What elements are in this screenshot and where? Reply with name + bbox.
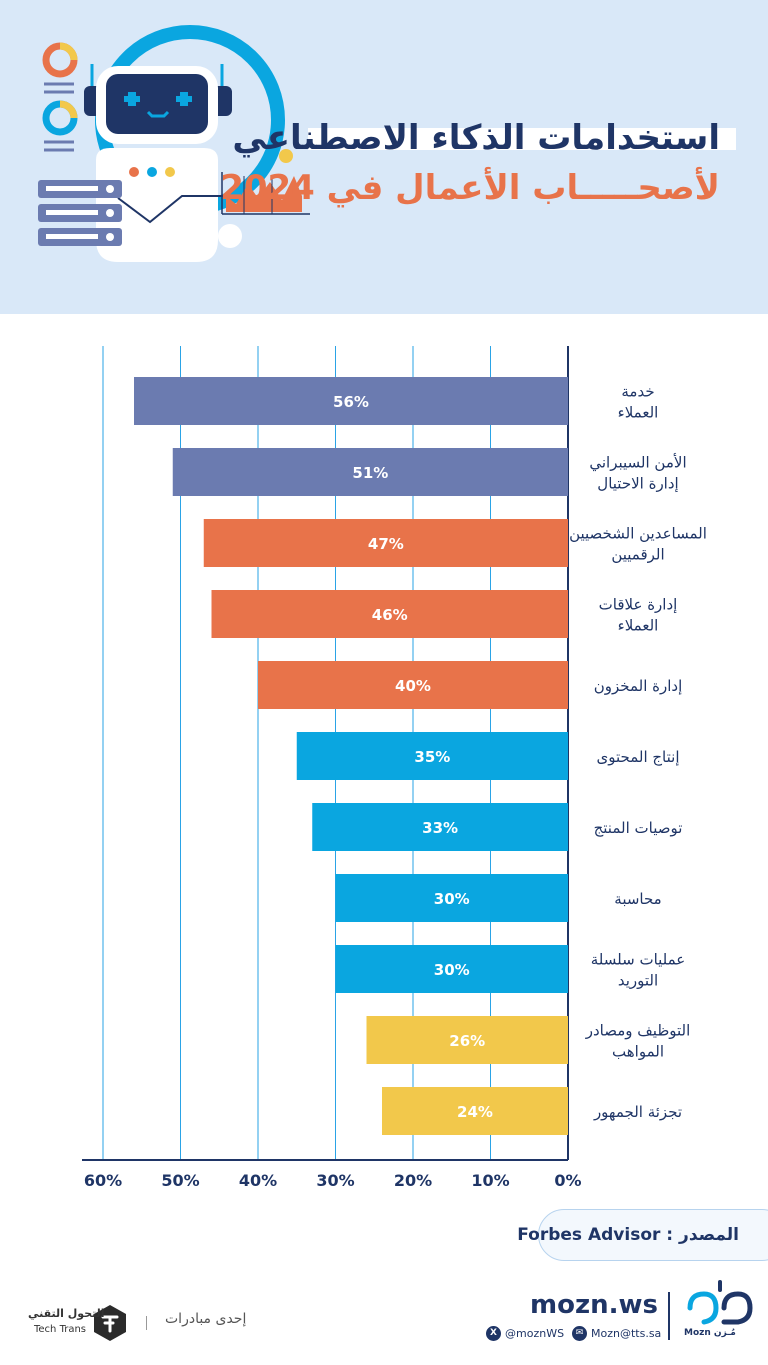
category-label: إدارة الاحتيال <box>597 475 678 493</box>
bar <box>258 661 568 709</box>
x-tick-label: 30% <box>316 1171 354 1190</box>
twitter-text: @moznWS <box>505 1327 565 1340</box>
bar-value-label: 30% <box>434 890 470 908</box>
category-label: التوريد <box>618 972 658 990</box>
x-tick-label: 50% <box>161 1171 199 1190</box>
category-label: توصيات المنتج <box>594 819 683 837</box>
page-subtitle: لأصحـــــاب الأعمال في 2024 <box>220 168 720 208</box>
bar-value-label: 47% <box>368 535 404 553</box>
twitter-contact[interactable]: X @moznWS <box>486 1326 564 1341</box>
bar-value-label: 35% <box>414 748 450 766</box>
category-label: إدارة المخزون <box>594 677 683 695</box>
divider <box>668 1292 670 1340</box>
source-box: المصدر : Forbes Advisor <box>517 1209 768 1261</box>
bar <box>211 590 568 638</box>
partner-label: إحدى مبادرات <box>165 1311 247 1327</box>
bar-value-label: 30% <box>434 961 470 979</box>
category-label: تجزئة الجمهور <box>593 1103 682 1121</box>
bar-value-label: 26% <box>449 1032 485 1050</box>
category-label: المساعدين الشخصيين <box>569 525 707 543</box>
x-tick-label: 60% <box>84 1171 122 1190</box>
robot-body <box>96 148 218 262</box>
mozn-logo-icon <box>687 1280 753 1325</box>
category-label: العملاء <box>618 617 659 635</box>
email-text: Mozn@tts.sa <box>591 1327 662 1340</box>
header-banner: استخدامات الذكاء الاصطناعي لأصحـــــاب ا… <box>0 0 768 314</box>
tech-trans-logo-icon <box>94 1305 126 1341</box>
partner-name-ar: التحول التقني <box>28 1307 105 1320</box>
bar-value-label: 40% <box>395 677 431 695</box>
bar <box>312 803 568 851</box>
bar-value-label: 46% <box>372 606 408 624</box>
title-highlight <box>308 128 736 150</box>
category-label: إدارة علاقات <box>599 596 678 614</box>
bar <box>366 1016 568 1064</box>
category-label: عمليات سلسلة <box>591 951 686 969</box>
partner-name-en: Tech Trans <box>34 1324 87 1335</box>
bar <box>203 519 568 567</box>
email-contact[interactable]: ✉ Mozn@tts.sa <box>572 1326 661 1341</box>
x-tick-label: 10% <box>471 1171 509 1190</box>
x-tick-label: 40% <box>239 1171 277 1190</box>
x-tick-label: 20% <box>394 1171 432 1190</box>
x-tick-label: 0% <box>554 1171 581 1190</box>
category-label: العملاء <box>618 404 659 422</box>
bar <box>382 1087 568 1135</box>
page-title: استخدامات الذكاء الاصطناعي <box>232 118 720 158</box>
x-icon: X <box>486 1326 501 1341</box>
category-label: التوظيف ومصادر <box>585 1022 691 1040</box>
envelope-icon: ✉ <box>572 1326 587 1341</box>
bar-value-label: 33% <box>422 819 458 837</box>
category-label: المواهب <box>612 1043 664 1061</box>
bar-chart: 56% خدمة العملاء 51% الأمن السيبراني إدارة ال… <box>82 346 707 1190</box>
robot-illustration <box>38 25 310 262</box>
category-label: الرقميين <box>611 546 664 564</box>
bar-value-label: 56% <box>333 393 369 411</box>
bar <box>172 448 568 496</box>
logo-label: Mozn مُـزن <box>684 1328 736 1338</box>
source-text: المصدر : Forbes Advisor <box>517 1225 739 1245</box>
brand-link[interactable]: mozn.ws <box>530 1290 658 1320</box>
bar-value-label: 51% <box>352 464 388 482</box>
bar-value-label: 24% <box>457 1103 493 1121</box>
category-label: الأمن السيبراني <box>589 453 686 473</box>
category-label: محاسبة <box>614 890 661 908</box>
partner-separator <box>146 1316 147 1330</box>
bar <box>335 945 568 993</box>
category-label: خدمة <box>621 383 654 401</box>
bar <box>335 874 568 922</box>
bar <box>296 732 568 780</box>
category-label: إنتاج المحتوى <box>597 748 680 767</box>
bar <box>134 377 568 425</box>
